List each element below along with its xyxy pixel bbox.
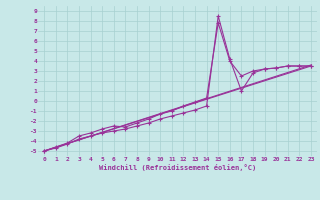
X-axis label: Windchill (Refroidissement éolien,°C): Windchill (Refroidissement éolien,°C) [99, 164, 256, 171]
